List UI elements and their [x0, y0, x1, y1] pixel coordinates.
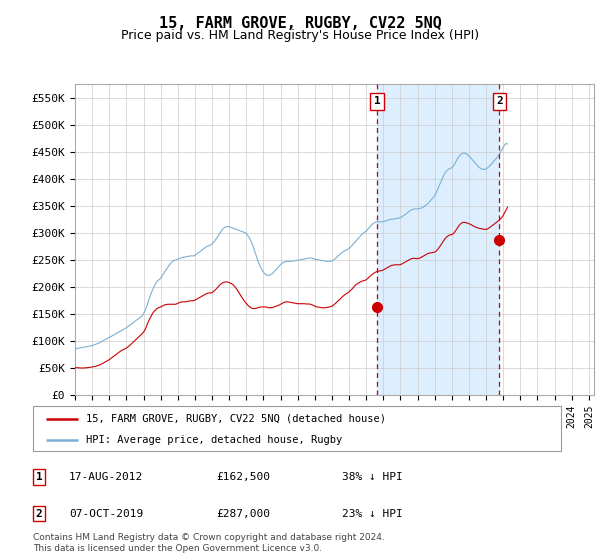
Text: 17-AUG-2012: 17-AUG-2012	[69, 472, 143, 482]
Text: Price paid vs. HM Land Registry's House Price Index (HPI): Price paid vs. HM Land Registry's House …	[121, 29, 479, 42]
Text: HPI: Average price, detached house, Rugby: HPI: Average price, detached house, Rugb…	[86, 435, 342, 445]
Text: 15, FARM GROVE, RUGBY, CV22 5NQ (detached house): 15, FARM GROVE, RUGBY, CV22 5NQ (detache…	[86, 413, 386, 423]
Text: 23% ↓ HPI: 23% ↓ HPI	[342, 508, 403, 519]
Text: 1: 1	[374, 96, 380, 106]
Text: Contains HM Land Registry data © Crown copyright and database right 2024.
This d: Contains HM Land Registry data © Crown c…	[33, 533, 385, 553]
Text: £287,000: £287,000	[216, 508, 270, 519]
Text: 07-OCT-2019: 07-OCT-2019	[69, 508, 143, 519]
Text: 15, FARM GROVE, RUGBY, CV22 5NQ: 15, FARM GROVE, RUGBY, CV22 5NQ	[158, 16, 442, 31]
Text: £162,500: £162,500	[216, 472, 270, 482]
Text: 1: 1	[35, 472, 43, 482]
Text: 2: 2	[496, 96, 503, 106]
Text: 38% ↓ HPI: 38% ↓ HPI	[342, 472, 403, 482]
Text: 2: 2	[35, 508, 43, 519]
Bar	[377, 84, 499, 395]
